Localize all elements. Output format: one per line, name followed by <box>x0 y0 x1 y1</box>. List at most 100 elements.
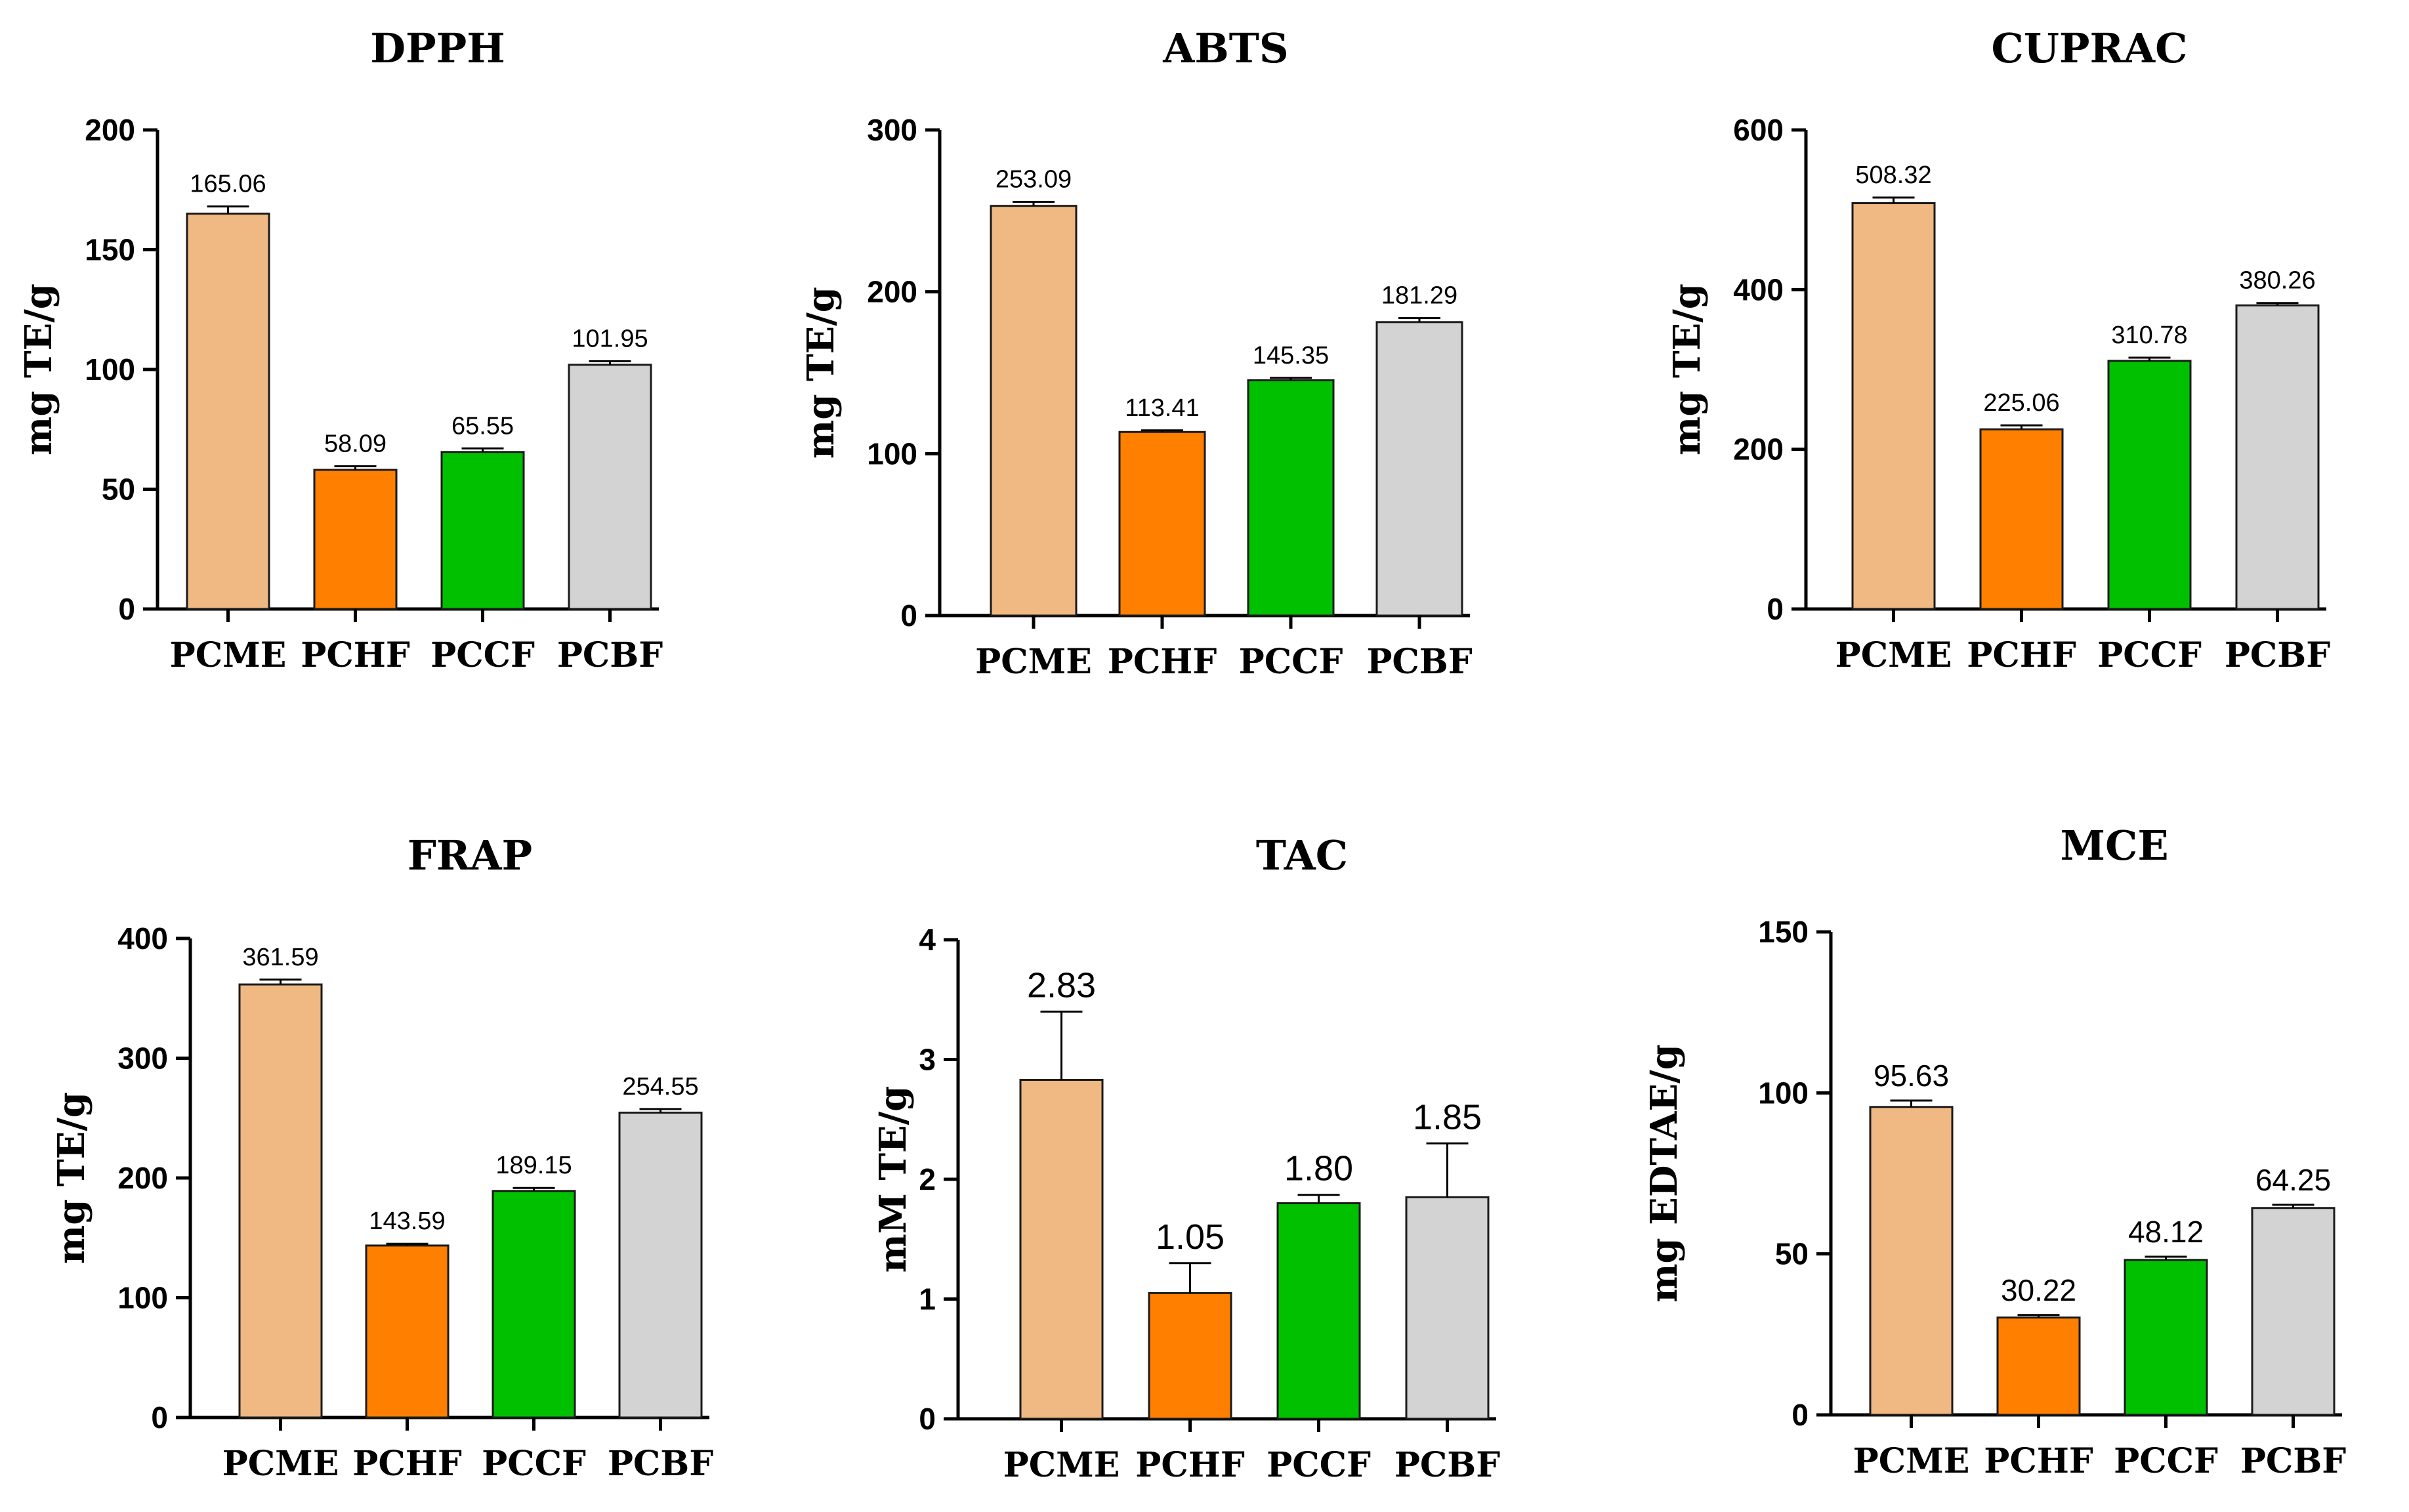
data-label-pccf: 1.80 <box>1284 1149 1353 1188</box>
data-label-pcme: 361.59 <box>242 944 318 971</box>
chart-title: ABTS <box>1162 24 1288 72</box>
data-label-pchf: 1.05 <box>1156 1217 1225 1257</box>
data-label-pcme: 2.83 <box>1027 966 1096 1005</box>
y-tick-label: 0 <box>151 1400 168 1435</box>
x-tick-label: PCME <box>1835 635 1952 675</box>
chart-title: DPPH <box>370 24 505 72</box>
y-tick-label: 200 <box>85 113 135 147</box>
x-tick-label: PCME <box>170 635 287 675</box>
y-tick-label: 3 <box>919 1043 936 1077</box>
x-tick-label: PCCF <box>1267 1445 1371 1485</box>
y-tick-label: 4 <box>919 923 936 957</box>
bar-pcme <box>990 205 1078 617</box>
bar-pccf <box>440 451 525 610</box>
data-label-pcme: 95.63 <box>1874 1059 1949 1093</box>
x-tick-label: PCHF <box>352 1444 462 1484</box>
chart-title: TAC <box>1256 831 1348 879</box>
x-tick-label: PCHF <box>1984 1441 2093 1481</box>
bar-pccf <box>2107 360 2192 610</box>
bar-pccf <box>1276 1202 1361 1420</box>
data-label-pccf: 310.78 <box>2111 322 2187 349</box>
data-label-pcbf: 181.29 <box>1381 282 1457 310</box>
y-axis-label: mg TE/g <box>1665 284 1709 455</box>
bar-pcme <box>1869 1106 1954 1416</box>
y-tick-label: 400 <box>1733 272 1784 306</box>
y-axis-label: mg TE/g <box>17 284 60 455</box>
y-tick-label: 600 <box>1733 113 1784 147</box>
bar-pchf <box>1996 1316 2081 1416</box>
data-label-pcme: 253.09 <box>995 166 1072 194</box>
data-label-pccf: 48.12 <box>2128 1215 2204 1249</box>
x-tick-label: PCBF <box>557 635 663 675</box>
bar-pcbf <box>2251 1207 2336 1416</box>
x-tick-label: PCCF <box>2114 1441 2218 1481</box>
y-tick-label: 2 <box>919 1162 936 1196</box>
data-label-pccf: 65.55 <box>451 412 514 440</box>
data-label-pcme: 508.32 <box>1855 161 1931 189</box>
bar-pcbf <box>568 364 652 610</box>
y-tick-label: 50 <box>1775 1237 1809 1271</box>
y-tick-label: 0 <box>1791 1398 1809 1432</box>
bar-pcme <box>186 213 270 610</box>
x-tick-label: PCHF <box>1967 635 2076 675</box>
chart-tac: TAC mM TE/g 0 1 2 3 4 2.83 PCME 1.05 PCHF 1.80 PCCF 1… <box>871 831 1500 1485</box>
y-tick-label: 1 <box>919 1282 936 1316</box>
x-tick-label: PCBF <box>1394 1445 1500 1485</box>
data-label-pcbf: 1.85 <box>1413 1097 1482 1137</box>
chart-abts: ABTS mg TE/g 0 100 200 300 253.09 PCME 113.41 PCH… <box>799 24 1473 682</box>
y-tick-label: 200 <box>867 275 917 309</box>
y-tick-label: 0 <box>900 598 917 633</box>
chart-frap: FRAP mg TE/g 0 100 200 300 400 361.59 PCME 143.59… <box>50 831 713 1484</box>
x-tick-label: PCME <box>1003 1445 1120 1485</box>
x-tick-label: PCBF <box>608 1444 713 1484</box>
x-tick-label: PCME <box>222 1444 339 1484</box>
data-label-pchf: 58.09 <box>324 430 387 457</box>
bar-pcbf <box>1405 1196 1490 1420</box>
bar-pcbf <box>1375 321 1463 617</box>
x-tick-label: PCHF <box>301 635 410 675</box>
bar-pcme <box>238 983 323 1419</box>
chart-cuprac: CUPRAC mg TE/g 0 200 400 600 508.32 PCME 225.06 P… <box>1665 24 2330 675</box>
y-tick-label: 100 <box>117 1281 168 1315</box>
y-tick-label: 300 <box>867 113 917 147</box>
chart-title: MCE <box>2060 822 2168 870</box>
x-tick-label: PCCF <box>430 635 535 675</box>
y-tick-label: 100 <box>1758 1076 1809 1110</box>
data-label-pchf: 143.59 <box>369 1208 445 1235</box>
x-tick-label: PCME <box>1853 1441 1970 1481</box>
y-tick-label: 0 <box>1767 592 1784 626</box>
x-tick-label: PCBF <box>2225 635 2330 675</box>
bar-pcme <box>1019 1079 1104 1420</box>
y-tick-label: 0 <box>919 1402 936 1436</box>
chart-mce: MCE mg EDTAE/g 0 50 100 150 95.63 PCME 30.22 PCHF… <box>1643 822 2346 1481</box>
bar-pccf <box>492 1190 576 1419</box>
bar-pccf <box>2124 1259 2208 1416</box>
bar-pcbf <box>2235 304 2320 610</box>
bar-pchf <box>1979 428 2064 610</box>
y-axis-label: mg EDTAE/g <box>1643 1044 1686 1303</box>
x-tick-label: PCCF <box>482 1444 586 1484</box>
data-label-pcbf: 254.55 <box>622 1073 698 1101</box>
y-tick-label: 100 <box>85 352 135 387</box>
data-label-pcbf: 101.95 <box>572 325 648 352</box>
y-axis-label: mg TE/g <box>50 1092 93 1264</box>
y-axis-label: mM TE/g <box>871 1086 915 1273</box>
y-tick-label: 150 <box>1758 915 1809 949</box>
bar-pchf <box>313 469 398 610</box>
y-tick-label: 50 <box>102 472 135 507</box>
data-label-pchf: 30.22 <box>2001 1273 2076 1307</box>
bar-pchf <box>1148 1292 1232 1420</box>
y-tick-label: 0 <box>118 592 135 626</box>
data-label-pchf: 225.06 <box>1983 389 2059 417</box>
data-label-pchf: 113.41 <box>1125 394 1199 422</box>
data-label-pccf: 189.15 <box>495 1152 572 1179</box>
y-tick-label: 200 <box>117 1161 168 1195</box>
x-tick-label: PCHF <box>1135 1445 1245 1485</box>
x-tick-label: PCBF <box>1366 642 1472 682</box>
y-tick-label: 400 <box>117 921 168 956</box>
x-tick-label: PCBF <box>2240 1441 2346 1481</box>
y-tick-label: 200 <box>1733 432 1784 467</box>
y-tick-label: 150 <box>85 233 135 267</box>
data-label-pccf: 145.35 <box>1253 342 1329 369</box>
